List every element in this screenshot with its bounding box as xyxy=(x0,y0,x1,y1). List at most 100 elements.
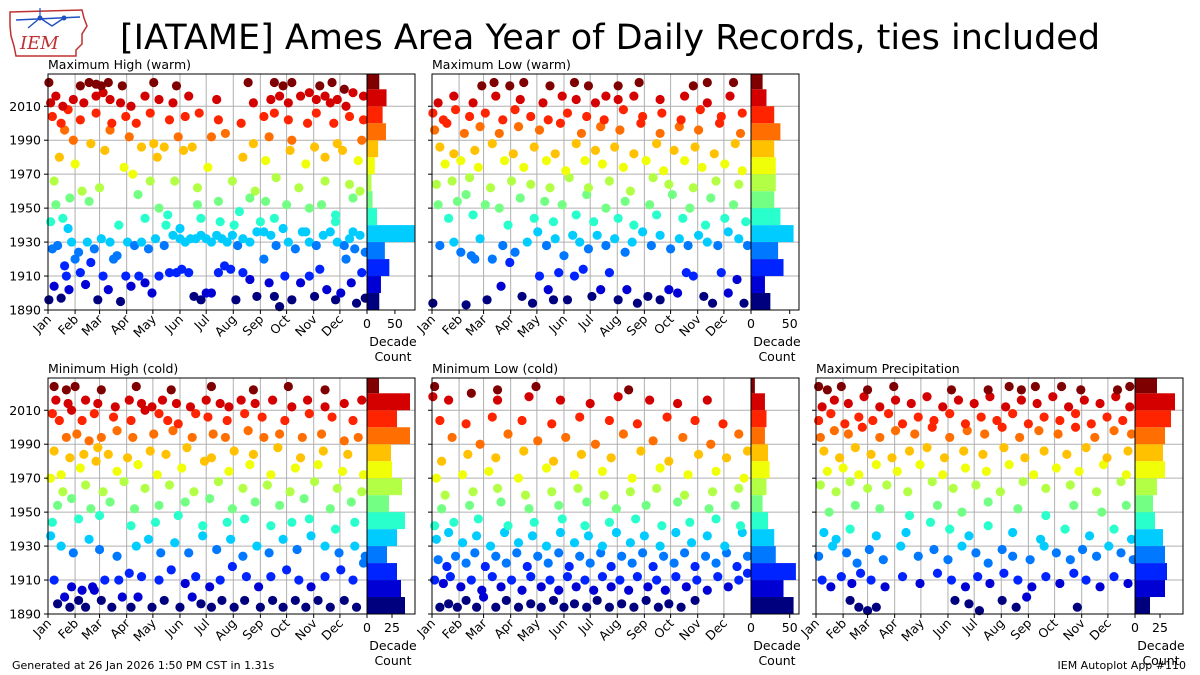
data-point xyxy=(1126,429,1137,439)
data-points xyxy=(428,381,753,612)
data-point xyxy=(206,132,217,142)
data-point xyxy=(506,176,517,186)
data-point xyxy=(243,426,253,436)
data-point xyxy=(283,381,293,392)
data-point xyxy=(889,381,899,392)
data-point xyxy=(1004,459,1014,470)
y-tick-label: 1890 xyxy=(9,303,41,318)
data-point xyxy=(890,395,901,405)
histogram-bar xyxy=(751,478,767,496)
y-tick-label: 1950 xyxy=(9,201,41,216)
data-point xyxy=(306,582,316,592)
data-point xyxy=(457,470,468,480)
data-point xyxy=(604,602,615,612)
data-point xyxy=(706,439,716,449)
data-point xyxy=(264,132,274,142)
x-tick-label: Apr xyxy=(875,615,902,642)
data-point xyxy=(492,483,503,493)
data-point xyxy=(79,98,89,108)
data-point xyxy=(161,220,171,230)
data-point xyxy=(124,395,134,405)
data-point xyxy=(494,128,504,139)
data-point xyxy=(431,473,441,483)
data-point xyxy=(119,162,129,172)
data-point xyxy=(227,230,238,240)
data-point xyxy=(56,470,66,480)
data-point xyxy=(1123,446,1133,456)
data-point xyxy=(913,551,923,561)
data-point xyxy=(273,443,283,453)
data-point xyxy=(960,419,971,429)
data-point xyxy=(430,381,440,392)
data-point xyxy=(1011,602,1021,612)
data-point xyxy=(831,534,841,544)
data-point xyxy=(655,230,665,240)
x-tick-label: Jul xyxy=(574,616,596,638)
data-point xyxy=(259,227,269,237)
data-point xyxy=(444,527,454,538)
decade-histogram xyxy=(1135,378,1175,614)
data-point xyxy=(629,220,639,230)
data-point xyxy=(716,268,726,278)
data-point xyxy=(953,395,964,405)
data-point xyxy=(693,449,704,460)
data-point xyxy=(1109,572,1119,582)
data-point xyxy=(496,582,506,592)
x-tick-label: Jun xyxy=(929,616,954,641)
data-point xyxy=(91,91,101,101)
panel-title: Minimum High (cold) xyxy=(48,361,178,376)
data-point xyxy=(721,453,732,463)
data-point xyxy=(234,206,244,217)
data-point xyxy=(624,385,634,395)
data-point xyxy=(583,183,594,193)
data-point xyxy=(929,415,939,426)
panel-title: Maximum High (warm) xyxy=(48,57,191,72)
data-point xyxy=(702,98,712,108)
data-point xyxy=(259,254,269,264)
data-point xyxy=(875,402,885,412)
histogram-bar xyxy=(367,563,397,581)
data-point xyxy=(706,193,716,203)
decade-histogram xyxy=(751,378,796,614)
data-point xyxy=(847,578,857,589)
data-point xyxy=(229,220,239,230)
data-point xyxy=(93,398,103,409)
data-point xyxy=(1016,385,1026,395)
data-point xyxy=(215,398,225,409)
data-point xyxy=(122,237,133,247)
data-point xyxy=(241,572,251,582)
data-point xyxy=(997,544,1007,555)
data-point xyxy=(613,392,623,402)
x-tick-label: May xyxy=(514,615,543,644)
data-point xyxy=(815,480,825,490)
data-point xyxy=(583,81,594,91)
data-point xyxy=(1109,426,1119,436)
data-point xyxy=(177,463,187,473)
data-point xyxy=(89,409,99,419)
data-point xyxy=(238,234,248,244)
data-point xyxy=(513,538,524,548)
histogram-bar xyxy=(367,461,392,479)
histogram-bar xyxy=(1135,512,1155,530)
data-point xyxy=(1016,395,1026,405)
data-point xyxy=(1069,568,1079,578)
x-tick-label: Mar xyxy=(78,615,106,643)
data-point xyxy=(330,210,341,220)
data-point xyxy=(681,268,691,278)
data-point xyxy=(960,582,971,592)
data-point xyxy=(641,500,651,510)
data-point xyxy=(86,139,96,149)
data-point xyxy=(316,200,327,210)
data-point xyxy=(597,572,608,582)
data-point xyxy=(862,385,873,395)
data-point xyxy=(866,575,876,585)
data-point xyxy=(166,565,176,575)
data-point xyxy=(47,409,57,419)
data-point xyxy=(1076,385,1086,395)
histogram-frame xyxy=(366,377,416,615)
data-point xyxy=(222,415,232,426)
data-point xyxy=(672,497,683,507)
data-point xyxy=(213,115,224,125)
data-point xyxy=(617,551,627,561)
